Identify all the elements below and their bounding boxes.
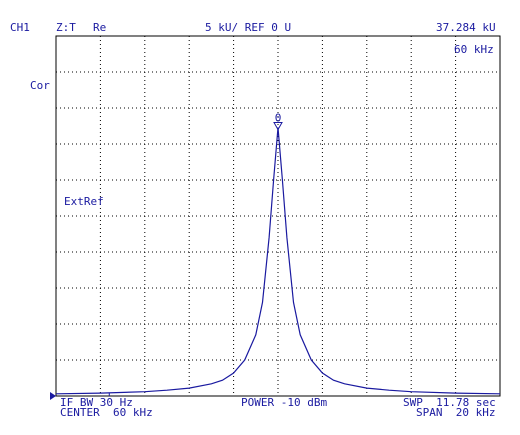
reference-level-pointer <box>50 392 56 400</box>
marker-value-readout: 37.284 kU <box>436 21 496 34</box>
marker-number-label: 0 <box>275 112 282 125</box>
part-label: Re <box>93 21 107 34</box>
format-label: Z:T <box>56 21 76 34</box>
trace-line <box>55 127 501 395</box>
channel-label: CH1 <box>10 21 30 34</box>
power-label: POWER -10 dBm <box>241 396 328 409</box>
scale-label: 5 kU/ REF 0 U <box>205 21 292 34</box>
ext-ref-indicator: ExtRef <box>64 195 104 208</box>
sweep-time-label: SWP 11.78 sec <box>403 396 496 409</box>
center-freq-label: CENTER 60 kHz <box>60 406 153 419</box>
correction-indicator: Cor <box>30 79 50 92</box>
marker-freq-readout: 60 kHz <box>454 43 494 56</box>
span-label: SPAN 20 kHz <box>416 406 496 419</box>
if-bw-label: IF BW 30 Hz <box>60 396 133 409</box>
marker-triangle <box>273 122 283 131</box>
